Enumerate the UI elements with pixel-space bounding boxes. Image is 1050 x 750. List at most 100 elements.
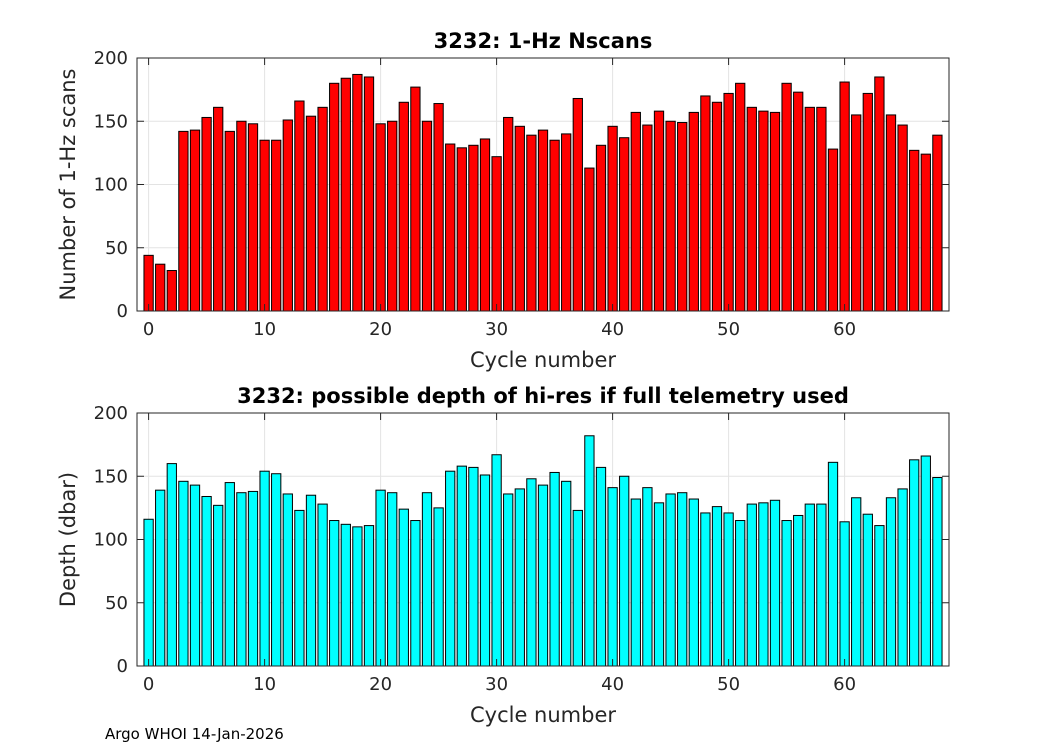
nscans-bar: [607, 125, 618, 312]
nscans-bar: [909, 149, 920, 312]
depth-bar: [561, 480, 572, 667]
nscans-bar: [421, 120, 433, 312]
depth-x-tick-label: 20: [369, 674, 392, 695]
nscans-bar: [491, 156, 502, 312]
nscans-bar: [549, 139, 560, 312]
nscans-chart-title: 3232: 1-Hz Nscans: [434, 29, 653, 53]
depth-bar: [421, 492, 433, 667]
nscans-bar: [653, 110, 665, 312]
depth-bar: [769, 499, 781, 667]
nscans-bar: [398, 101, 409, 312]
nscans-x-tick-label: 50: [717, 319, 740, 340]
depth-y-tick-label: 50: [105, 593, 128, 614]
depth-bar: [839, 521, 850, 667]
nscans-bar: [665, 120, 676, 312]
depth-bar: [909, 459, 920, 667]
nscans-bar: [688, 111, 699, 312]
nscans-bar: [932, 134, 943, 312]
depth-x-tick-label: 50: [717, 674, 740, 695]
nscans-x-tick-label: 20: [369, 319, 392, 340]
nscans-bar: [479, 138, 491, 312]
depth-bar: [178, 480, 189, 667]
nscans-bar: [677, 122, 688, 312]
depth-bar: [700, 512, 711, 667]
nscans-bar: [839, 81, 850, 312]
depth-bar: [932, 477, 943, 667]
nscans-bar: [375, 123, 386, 312]
nscans-bar: [178, 130, 189, 312]
nscans-chart: 0 10 20 30 40 50 60 0 50 100 150 200 3232: 1-Hz Nsc…: [56, 29, 950, 372]
depth-chart-title: 3232: possible depth of hi-res if full t…: [237, 384, 849, 408]
depth-bar: [491, 454, 502, 667]
depth-bar: [897, 488, 908, 667]
nscans-bar: [885, 114, 897, 312]
depth-bar: [189, 484, 201, 667]
nscans-bar: [259, 139, 270, 312]
nscans-bar: [723, 92, 734, 312]
depth-y-tick-label: 100: [94, 530, 128, 551]
nscans-bar: [619, 137, 630, 312]
depth-bar: [340, 523, 351, 667]
nscans-bar: [746, 106, 757, 312]
nscans-bar: [630, 111, 641, 312]
depth-x-tick-label: 40: [601, 674, 624, 695]
depth-bar: [874, 525, 885, 667]
nscans-bar: [247, 123, 259, 312]
nscans-bar: [851, 114, 862, 312]
depth-bar: [398, 508, 409, 667]
depth-bar: [793, 514, 804, 667]
nscans-bar: [317, 106, 328, 312]
depth-bar: [375, 489, 386, 667]
depth-bar: [920, 455, 931, 667]
nscans-x-tick-label: 40: [601, 319, 624, 340]
depth-bar: [746, 503, 757, 667]
depth-x-axis-label: Cycle number: [470, 703, 616, 727]
depth-bar: [549, 471, 560, 667]
depth-bar: [526, 478, 537, 667]
nscans-bar: [271, 139, 282, 312]
nscans-bar: [827, 148, 839, 312]
nscans-y-tick-label: 150: [94, 111, 128, 132]
depth-bar: [677, 492, 688, 667]
depth-bar: [816, 503, 827, 667]
depth-bar: [387, 492, 398, 667]
depth-bar: [607, 487, 618, 667]
depth-bar: [143, 518, 154, 667]
nscans-bar: [862, 92, 873, 312]
nscans-bar: [166, 270, 177, 312]
depth-bar: [479, 474, 491, 667]
nscans-bar: [456, 147, 467, 312]
nscans-bar: [445, 143, 456, 312]
depth-bar: [305, 494, 317, 667]
depth-bar: [619, 475, 630, 667]
nscans-bar: [329, 82, 340, 312]
depth-bar: [503, 493, 514, 667]
depth-bar: [352, 526, 363, 667]
nscans-y-axis-label: Number of 1-Hz scans: [56, 69, 80, 301]
nscans-bar: [526, 134, 537, 312]
nscans-x-tick-label: 0: [143, 319, 154, 340]
nscans-bar: [584, 167, 595, 312]
depth-bar: [537, 484, 549, 667]
depth-y-tick-label: 0: [117, 656, 128, 677]
nscans-bar: [769, 111, 781, 312]
nscans-bar: [352, 73, 363, 312]
depth-x-tick-label: 0: [143, 674, 154, 695]
depth-bar: [224, 482, 235, 667]
nscans-bar: [781, 82, 792, 312]
depth-bar: [723, 512, 734, 667]
depth-bar: [433, 507, 444, 667]
nscans-bar: [363, 76, 375, 312]
nscans-bar: [711, 101, 723, 312]
nscans-bar: [572, 97, 583, 312]
nscans-bar: [514, 125, 525, 312]
nscans-y-tick-label: 50: [105, 238, 128, 259]
depth-bar: [294, 509, 305, 667]
depth-bar: [572, 509, 583, 667]
nscans-bar: [433, 103, 444, 312]
depth-bar: [329, 520, 340, 667]
depth-bar: [445, 470, 456, 667]
nscans-bar: [700, 95, 711, 312]
depth-chart: 0 10 20 30 40 50 60 0 50 100 150 200 3232: possible…: [56, 384, 950, 727]
